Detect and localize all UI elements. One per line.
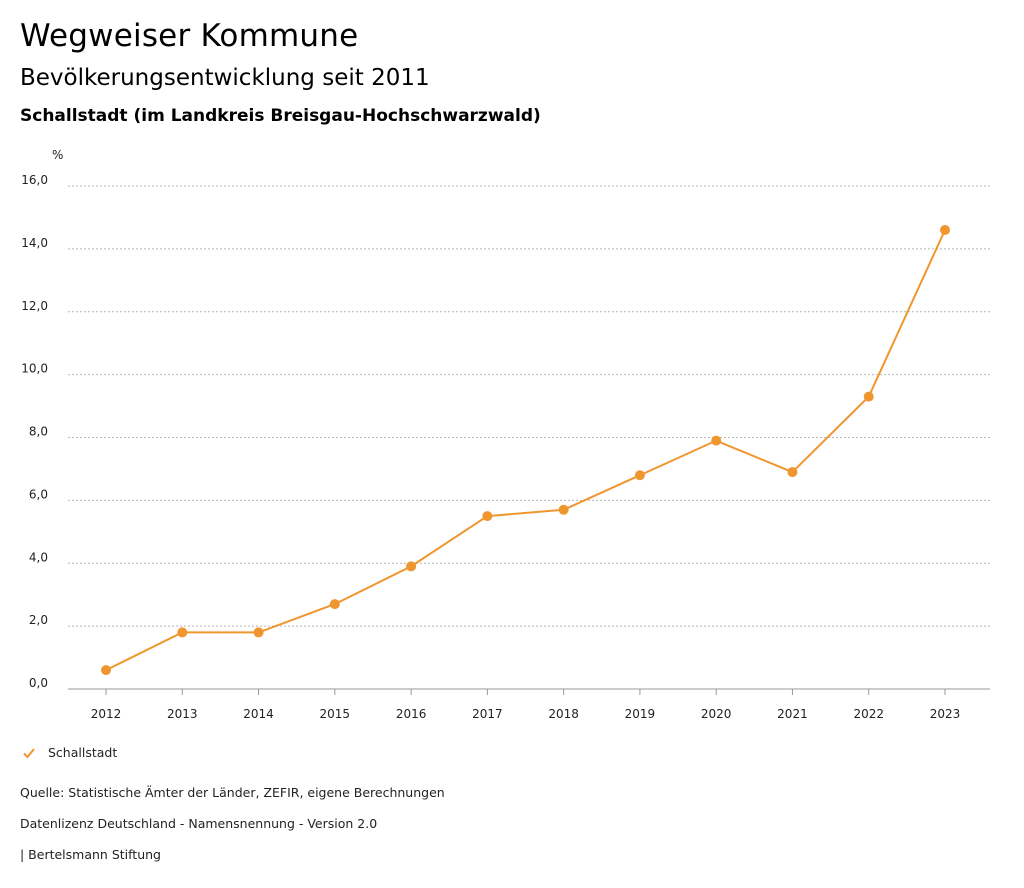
data-point[interactable] xyxy=(787,467,798,478)
y-tick-label: 10,0 xyxy=(21,362,48,376)
y-tick-label: 4,0 xyxy=(29,550,48,564)
legend-label-schallstadt: Schallstadt xyxy=(48,745,118,760)
y-tick-label: 16,0 xyxy=(21,173,48,187)
data-point[interactable] xyxy=(406,561,417,572)
check-icon xyxy=(22,746,36,760)
data-point[interactable] xyxy=(329,599,340,610)
data-point[interactable] xyxy=(253,627,264,638)
series-layer xyxy=(101,225,950,676)
x-tick-label: 2018 xyxy=(548,707,579,721)
data-point[interactable] xyxy=(558,504,569,515)
x-tick-label: 2023 xyxy=(930,707,961,721)
data-point[interactable] xyxy=(177,627,188,638)
y-axis-unit: % xyxy=(52,148,63,162)
x-tick-label: 2022 xyxy=(853,707,884,721)
x-tick-label: 2012 xyxy=(91,707,122,721)
page-title: Wegweiser Kommune xyxy=(20,18,359,54)
data-point[interactable] xyxy=(482,511,493,522)
region-label: Schallstadt (im Landkreis Breisgau-Hochs… xyxy=(20,106,541,126)
y-tick-label: 2,0 xyxy=(29,613,48,627)
source-note: Quelle: Statistische Ämter der Länder, Z… xyxy=(20,785,445,800)
y-tick-label: 12,0 xyxy=(21,299,48,313)
x-tick-label: 2015 xyxy=(320,707,351,721)
x-tick-label: 2020 xyxy=(701,707,732,721)
x-tick-label: 2019 xyxy=(625,707,656,721)
x-tick-label: 2014 xyxy=(243,707,274,721)
x-tick-label: 2017 xyxy=(472,707,503,721)
axes: % 0,0 2,0 4,0 6,0 8,0 10,0 12,0 14,0 16,0 2012 2013… xyxy=(21,148,990,721)
line-chart: % 0,0 2,0 4,0 6,0 8,0 10,0 12,0 14,0 16,0 2012 2013… xyxy=(21,148,990,721)
grid-lines xyxy=(68,185,990,690)
y-tick-label: 14,0 xyxy=(21,236,48,250)
data-point[interactable] xyxy=(101,665,111,676)
series-line-schallstadt xyxy=(105,229,946,672)
data-point[interactable] xyxy=(711,435,722,446)
x-tick-label: 2016 xyxy=(396,707,427,721)
data-point[interactable] xyxy=(634,470,645,481)
y-tick-label: 8,0 xyxy=(29,425,48,439)
publisher-note: | Bertelsmann Stiftung xyxy=(20,847,161,862)
data-point[interactable] xyxy=(940,225,950,236)
y-tick-label: 0,0 xyxy=(29,676,48,690)
license-note: Datenlizenz Deutschland - Namensnennung … xyxy=(20,816,378,831)
legend[interactable]: Schallstadt xyxy=(22,745,117,760)
y-tick-label: 6,0 xyxy=(29,487,48,501)
x-tick-label: 2013 xyxy=(167,707,198,721)
chart-subtitle: Bevölkerungsentwicklung seit 2011 xyxy=(20,65,430,91)
x-tick-label: 2021 xyxy=(777,707,808,721)
data-point[interactable] xyxy=(863,391,874,402)
